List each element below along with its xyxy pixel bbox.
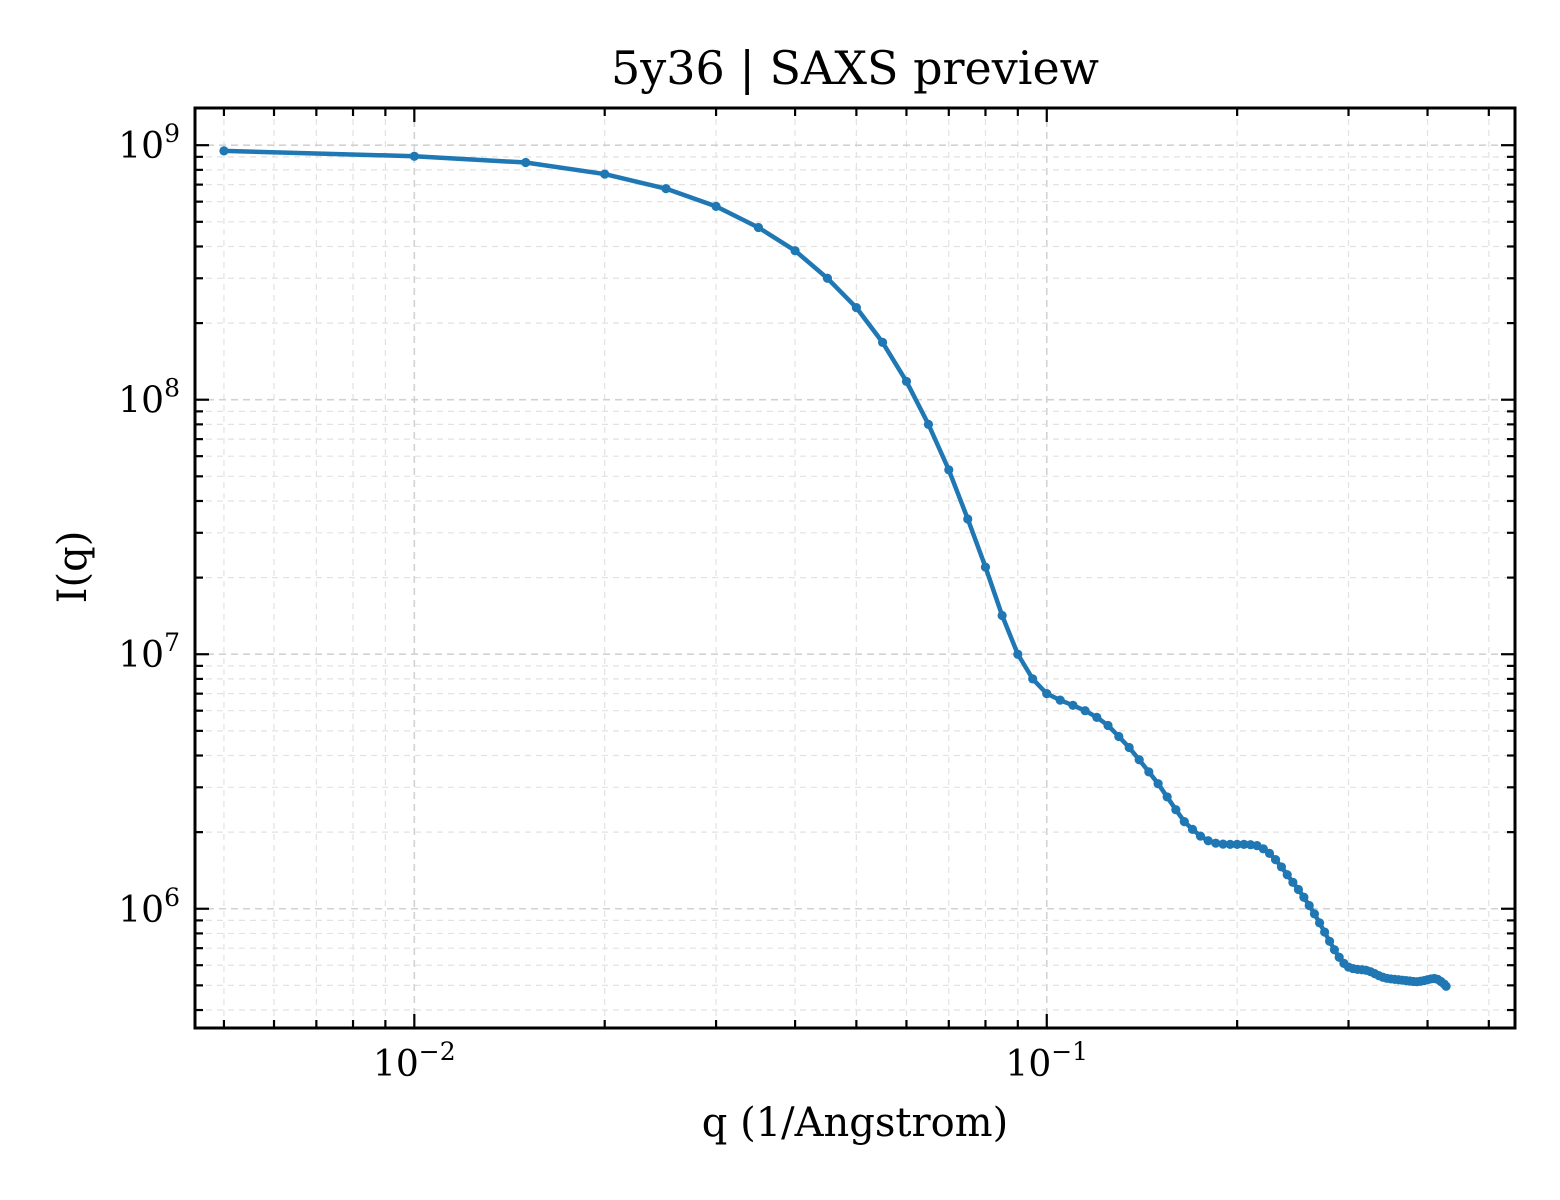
data-point [1144,767,1154,777]
data-point [1232,839,1242,850]
data-point [1218,839,1228,849]
data-point [1013,649,1023,659]
grid-lines [195,108,1515,1028]
plot-area [219,146,1451,991]
data-point [1309,909,1320,919]
y-tick-label: 109 [118,119,180,167]
data-point [661,184,671,194]
chart-title: 5y36 | SAXS preview [611,41,1099,95]
y-axis-label: I(q) [50,531,96,604]
data-point [901,376,912,387]
data-point [1314,918,1325,928]
data-point [1288,877,1298,887]
data-point [1124,742,1134,753]
data-point [1211,838,1221,848]
data-point [753,222,764,233]
data-point [1092,712,1102,722]
x-tick-label: 10−2 [373,1037,456,1085]
data-point [851,303,861,313]
series-line [221,148,1449,989]
data-point [219,146,229,156]
data-point [963,514,973,524]
data-point [944,465,954,475]
data-point [521,157,531,168]
data-point [1320,927,1330,937]
data-point [1276,862,1287,872]
data-point [1299,892,1309,902]
x-tick-label: 10−1 [1005,1037,1088,1085]
y-tick-label: 108 [118,374,180,422]
data-point [1324,936,1335,946]
y-tick-label: 107 [118,628,180,676]
data-point [1114,731,1124,742]
data-point [600,169,610,179]
data-point [877,337,888,347]
plot-frame [193,106,1517,1030]
data-point [1225,839,1235,850]
data-point [1028,674,1038,684]
data-point [1441,981,1451,991]
x-axis-label: q (1/Angstrom) [702,1100,1008,1146]
data-point [923,419,934,429]
data-point [1270,855,1281,865]
data-point [1103,720,1113,731]
data-point [1171,805,1181,815]
data-point [1055,695,1065,705]
data-point [1080,706,1090,716]
data-point [822,273,833,283]
data-point [1264,848,1275,859]
y-tick-label: 106 [118,883,180,931]
data-point [1293,884,1304,895]
data-point [409,151,419,161]
data-point [1195,831,1206,841]
data-point [711,201,721,211]
data-point [1239,839,1249,850]
data-point [1203,836,1213,846]
data-point [1304,900,1314,911]
data-point [1153,779,1163,789]
data-point [1134,755,1144,765]
data-point [1187,824,1198,835]
data-point [1068,700,1078,710]
data-point [1042,689,1052,699]
data-point [980,562,991,572]
axis-tick-labels: 10−2 10−1 106 107 108 109 [118,119,1088,1085]
data-point [790,246,800,256]
data-point [1329,945,1340,955]
data-point [1282,870,1292,880]
data-point [1162,792,1172,802]
data-point [997,610,1007,621]
data-point [1179,817,1189,827]
